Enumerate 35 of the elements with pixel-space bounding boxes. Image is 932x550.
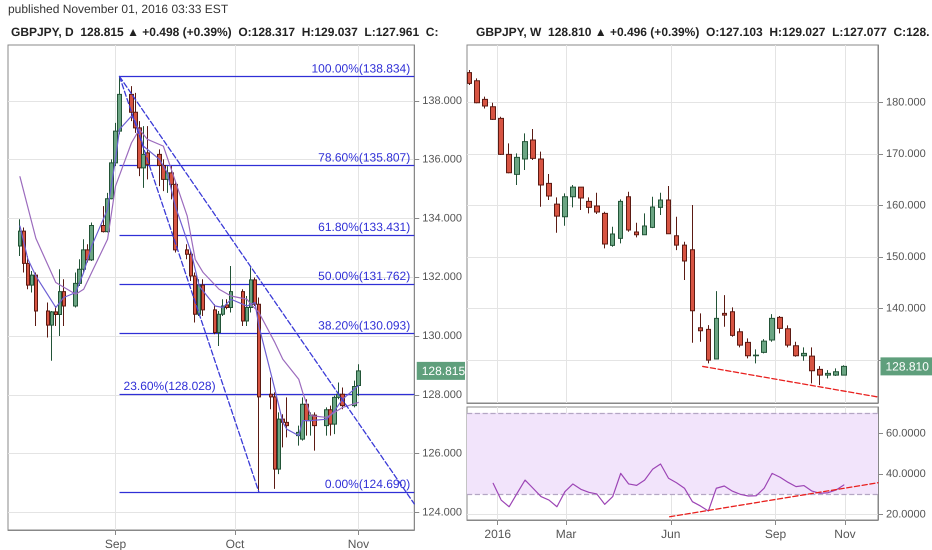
y-tick-label: 128.000 — [422, 388, 462, 401]
y-tick-label: 140.000 — [886, 302, 926, 315]
y-tick-label: 134.000 — [422, 212, 462, 224]
y-tick-label: 180.000 — [886, 96, 926, 109]
y-tick-label: 132.000 — [422, 271, 462, 284]
y-tick-label: 170.000 — [886, 148, 926, 160]
y-tick-label: 124.000 — [422, 506, 462, 518]
chart-title: GBPJPY, W 128.810 ▲ +0.496 (+0.39%) O:127.103 H:129.027 L:127.077 C:128. — [476, 25, 930, 39]
y-tick-label: 160.000 — [886, 200, 926, 212]
ref-line-label: 100.00%(138.834) — [311, 61, 410, 76]
y-tick-label: 150.000 — [886, 251, 926, 264]
x-tick-label: Mar — [556, 527, 576, 541]
text: 128.815 — [422, 364, 466, 378]
text: published November 01, 2016 03:33 EST — [8, 2, 229, 16]
ref-line-label: 50.00%(131.762) — [318, 269, 410, 284]
ref-line-label: 23.60%(128.028) — [124, 378, 216, 393]
text: 128.810 — [886, 359, 930, 374]
y-tick-label: 20.0000 — [886, 508, 926, 521]
y-tick-label: 40.0000 — [886, 468, 926, 480]
y-tick-label: 130.000 — [422, 330, 462, 342]
x-tick-label: Sep — [764, 527, 787, 541]
x-tick-label: Nov — [348, 537, 370, 550]
chart-title: GBPJPY, D 128.815 ▲ +0.498 (+0.39%) O:128.317 H:129.037 L:127.961 C: — [11, 25, 438, 39]
x-tick-label: 2016 — [484, 527, 512, 541]
y-tick-label: 138.000 — [422, 94, 462, 107]
x-tick-label: Nov — [834, 527, 856, 541]
y-tick-label: 60.0000 — [886, 427, 926, 440]
ref-line-label: 0.00%(124.690) — [324, 477, 410, 492]
ref-line-label: 61.80%(133.431) — [318, 220, 410, 234]
ref-line-label: 78.60%(135.807) — [318, 150, 410, 164]
ref-line-label: 38.20%(130.093) — [318, 318, 410, 332]
x-tick-label: Jun — [661, 527, 680, 541]
y-tick-label: 126.000 — [422, 448, 462, 460]
x-tick-label: Oct — [226, 537, 246, 550]
y-tick-label: 136.000 — [422, 154, 462, 166]
